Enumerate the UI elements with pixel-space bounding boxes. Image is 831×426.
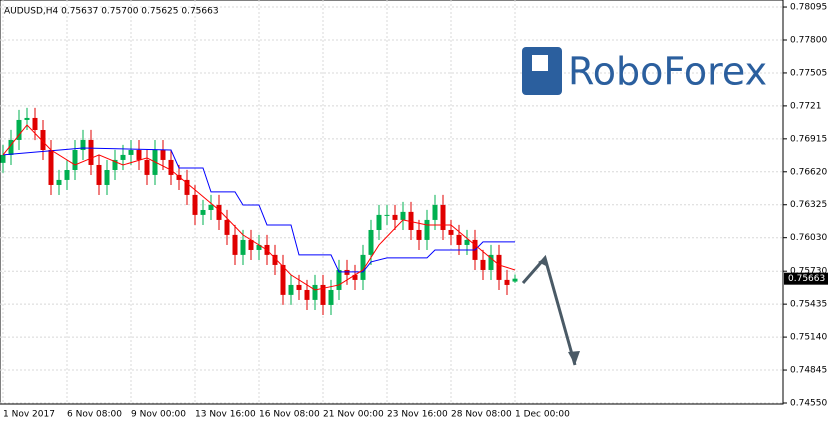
candle-body xyxy=(296,284,302,290)
candle-body xyxy=(200,209,206,215)
candle-body xyxy=(120,154,126,160)
candle-body xyxy=(368,229,374,255)
y-tick-label: 0.77505 xyxy=(790,68,827,78)
x-tick-label: 9 Nov 00:00 xyxy=(131,410,186,420)
candle-body xyxy=(512,278,518,282)
candle-body xyxy=(256,244,262,250)
candle-body xyxy=(360,254,366,280)
candle-body xyxy=(432,204,438,220)
arrow-head xyxy=(538,258,546,266)
x-tick-label: 28 Nov 08:00 xyxy=(451,410,512,420)
candle-body xyxy=(208,204,214,210)
y-tick-label: 0.76620 xyxy=(790,167,827,177)
y-tick-label: 0.77800 xyxy=(790,35,827,45)
candle-body xyxy=(416,229,422,240)
candle-body xyxy=(144,159,150,175)
candle-body xyxy=(240,239,246,255)
indicator-line xyxy=(2,124,516,291)
candle-body xyxy=(160,150,166,160)
candle-body xyxy=(0,154,6,163)
candle-body xyxy=(192,194,198,215)
x-tick-label: 21 Nov 00:00 xyxy=(323,410,384,420)
candle-body xyxy=(248,239,254,250)
candle-body xyxy=(128,150,134,155)
candle-body xyxy=(456,234,462,245)
indicator-line xyxy=(2,147,515,273)
x-tick-label: 23 Nov 16:00 xyxy=(387,410,448,420)
candle-body xyxy=(32,117,38,131)
candle-body xyxy=(80,139,86,151)
price-box xyxy=(784,272,828,285)
y-tick-label: 0.76325 xyxy=(790,200,827,210)
candle-body xyxy=(112,159,118,171)
y-tick-label: 0.75730 xyxy=(790,267,827,277)
candle-body xyxy=(56,179,62,185)
candle-body xyxy=(304,289,310,300)
candle-body xyxy=(216,204,222,220)
y-tick-label: 0.75435 xyxy=(790,300,827,310)
candle-body xyxy=(384,214,390,216)
candle-body xyxy=(408,211,414,230)
y-tick-label: 0.74550 xyxy=(790,399,827,409)
candle-body xyxy=(488,254,494,270)
candle-body xyxy=(40,130,46,151)
y-tick-label: 0.76030 xyxy=(790,233,827,243)
candle-body xyxy=(88,139,94,165)
candle-body xyxy=(504,279,510,285)
candle-body xyxy=(288,284,294,295)
candle-body xyxy=(336,269,342,290)
candle-body xyxy=(168,159,174,175)
candle-body xyxy=(376,214,382,230)
x-tick-label: 16 Nov 08:00 xyxy=(259,410,320,420)
candle-body xyxy=(352,274,358,280)
candle-body xyxy=(448,229,454,235)
x-tick-label: 1 Nov 2017 xyxy=(3,410,55,420)
candle-body xyxy=(232,234,238,255)
candle-body xyxy=(104,170,110,185)
candle-body xyxy=(64,170,70,180)
logo-text: RoboForex xyxy=(568,50,767,94)
candle-body xyxy=(480,259,486,270)
candle-body xyxy=(400,211,406,220)
candle-body xyxy=(96,164,102,185)
logo-icon-hole xyxy=(532,55,548,71)
candle-body xyxy=(16,119,22,140)
candle-body xyxy=(344,269,350,275)
candle-body xyxy=(496,254,502,280)
logo: RoboForex xyxy=(522,47,767,95)
candle-body xyxy=(320,284,326,305)
price-label: 0.75663 xyxy=(788,274,825,284)
candle-body xyxy=(312,284,318,300)
candle-body xyxy=(440,204,446,230)
x-tick-label: 13 Nov 16:00 xyxy=(195,410,256,420)
candle-body xyxy=(176,174,182,180)
x-tick-label: 1 Dec 00:00 xyxy=(515,410,570,420)
candle-body xyxy=(392,214,398,220)
x-tick-label: 6 Nov 08:00 xyxy=(67,410,122,420)
y-tick-label: 0.74845 xyxy=(790,366,827,376)
candle-body xyxy=(8,139,14,155)
candle-body xyxy=(184,179,190,195)
candle-body xyxy=(328,289,334,305)
candle-body xyxy=(136,150,142,160)
candle-body xyxy=(464,239,470,245)
y-tick-label: 0.7721 xyxy=(790,101,822,111)
y-tick-label: 0.76915 xyxy=(790,134,827,144)
arrow-head xyxy=(568,351,580,365)
y-tick-label: 0.75140 xyxy=(790,333,827,343)
candle-body xyxy=(424,219,430,240)
candle-body xyxy=(72,150,78,171)
candle-body xyxy=(280,264,286,295)
candle-body xyxy=(48,150,54,185)
candle-body xyxy=(24,117,30,120)
candle-body xyxy=(272,254,278,265)
candle-body xyxy=(224,219,230,235)
chart-title: AUDUSD,H4 0.75637 0.75700 0.75625 0.7566… xyxy=(4,7,219,17)
y-tick-label: 0.78095 xyxy=(790,3,827,13)
